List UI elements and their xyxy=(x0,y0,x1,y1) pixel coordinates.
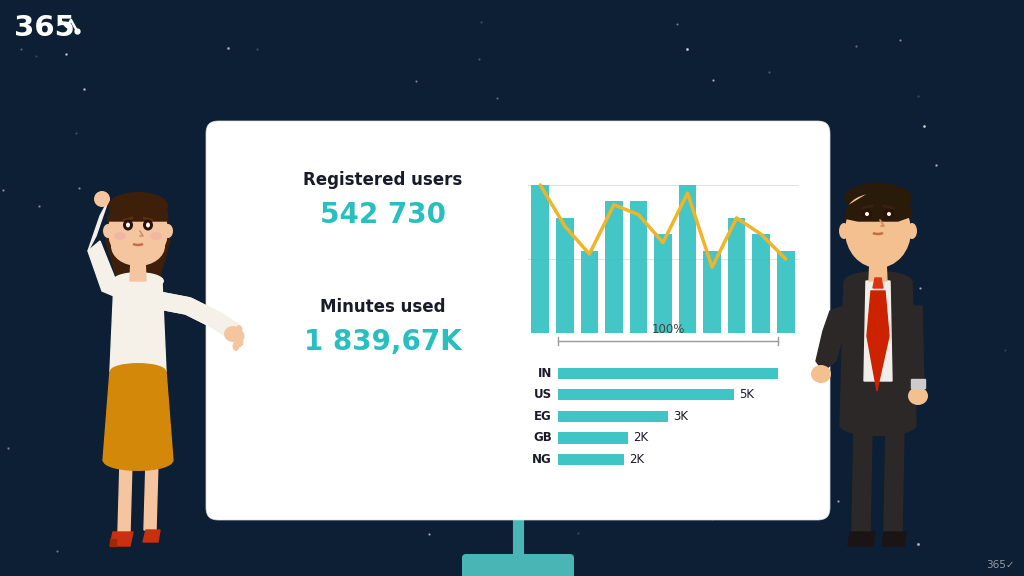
Ellipse shape xyxy=(847,193,909,229)
Ellipse shape xyxy=(236,325,243,335)
Ellipse shape xyxy=(146,222,150,228)
Polygon shape xyxy=(130,258,146,281)
Bar xyxy=(556,218,573,333)
Polygon shape xyxy=(144,461,158,530)
Bar xyxy=(703,251,721,333)
Ellipse shape xyxy=(840,416,916,436)
Polygon shape xyxy=(864,281,892,381)
Text: Minutes used: Minutes used xyxy=(321,298,445,316)
Text: 5K: 5K xyxy=(739,388,754,401)
Polygon shape xyxy=(816,306,848,371)
Polygon shape xyxy=(840,281,916,426)
Bar xyxy=(531,185,549,333)
Polygon shape xyxy=(844,192,912,221)
Polygon shape xyxy=(867,291,889,391)
Ellipse shape xyxy=(110,363,166,379)
Text: 365✓: 365✓ xyxy=(986,560,1015,570)
Polygon shape xyxy=(88,201,108,251)
Polygon shape xyxy=(911,379,925,388)
Bar xyxy=(728,218,745,333)
Bar xyxy=(581,251,598,333)
Polygon shape xyxy=(882,532,906,546)
Ellipse shape xyxy=(114,232,126,240)
Ellipse shape xyxy=(111,226,165,266)
Text: 365: 365 xyxy=(14,14,75,42)
Ellipse shape xyxy=(844,183,912,213)
Polygon shape xyxy=(848,532,874,546)
Ellipse shape xyxy=(839,223,849,239)
Ellipse shape xyxy=(237,337,244,347)
Text: GB: GB xyxy=(534,431,552,445)
Ellipse shape xyxy=(907,223,918,239)
Bar xyxy=(679,185,696,333)
Ellipse shape xyxy=(94,191,110,207)
Polygon shape xyxy=(108,194,168,221)
Polygon shape xyxy=(852,426,872,532)
Text: NG: NG xyxy=(532,453,552,466)
Text: IN: IN xyxy=(538,367,552,380)
Ellipse shape xyxy=(887,212,891,216)
Ellipse shape xyxy=(111,201,165,241)
Bar xyxy=(777,251,795,333)
Ellipse shape xyxy=(861,209,872,219)
Ellipse shape xyxy=(108,192,168,220)
Ellipse shape xyxy=(150,232,162,240)
Ellipse shape xyxy=(884,209,895,219)
Ellipse shape xyxy=(224,326,242,342)
Text: US: US xyxy=(534,388,552,401)
Ellipse shape xyxy=(811,365,831,383)
Ellipse shape xyxy=(143,219,153,230)
Polygon shape xyxy=(143,530,160,542)
Ellipse shape xyxy=(103,451,173,471)
Polygon shape xyxy=(118,461,132,532)
Ellipse shape xyxy=(908,387,928,405)
Polygon shape xyxy=(884,426,904,532)
Ellipse shape xyxy=(103,224,113,238)
Polygon shape xyxy=(110,539,116,546)
Bar xyxy=(558,411,668,422)
Polygon shape xyxy=(103,371,173,461)
Ellipse shape xyxy=(123,219,133,230)
Ellipse shape xyxy=(865,212,869,216)
Polygon shape xyxy=(110,532,133,546)
Polygon shape xyxy=(110,281,166,371)
Text: Registered users: Registered users xyxy=(303,171,463,189)
Bar xyxy=(558,367,778,379)
Ellipse shape xyxy=(238,331,245,341)
Text: 2K: 2K xyxy=(629,453,644,466)
Ellipse shape xyxy=(108,197,168,265)
Polygon shape xyxy=(106,206,170,276)
Bar xyxy=(558,433,629,444)
Bar xyxy=(654,234,672,333)
Bar xyxy=(558,454,624,465)
Bar xyxy=(558,389,734,400)
Text: 1 839,67K: 1 839,67K xyxy=(304,328,462,356)
Polygon shape xyxy=(869,261,887,281)
Text: 542 730: 542 730 xyxy=(319,201,446,229)
Polygon shape xyxy=(873,278,883,288)
Text: 3K: 3K xyxy=(673,410,688,423)
Ellipse shape xyxy=(112,272,164,290)
Bar xyxy=(630,202,647,333)
Bar xyxy=(605,202,623,333)
Ellipse shape xyxy=(163,224,173,238)
Bar xyxy=(753,234,770,333)
FancyBboxPatch shape xyxy=(206,121,830,520)
Text: 100%: 100% xyxy=(651,323,685,336)
FancyBboxPatch shape xyxy=(462,554,574,576)
Ellipse shape xyxy=(232,341,240,351)
Polygon shape xyxy=(88,241,116,296)
Polygon shape xyxy=(908,306,924,391)
Ellipse shape xyxy=(844,271,912,291)
Text: EG: EG xyxy=(535,410,552,423)
Ellipse shape xyxy=(845,194,911,268)
Text: 2K: 2K xyxy=(634,431,648,445)
Ellipse shape xyxy=(126,222,130,228)
